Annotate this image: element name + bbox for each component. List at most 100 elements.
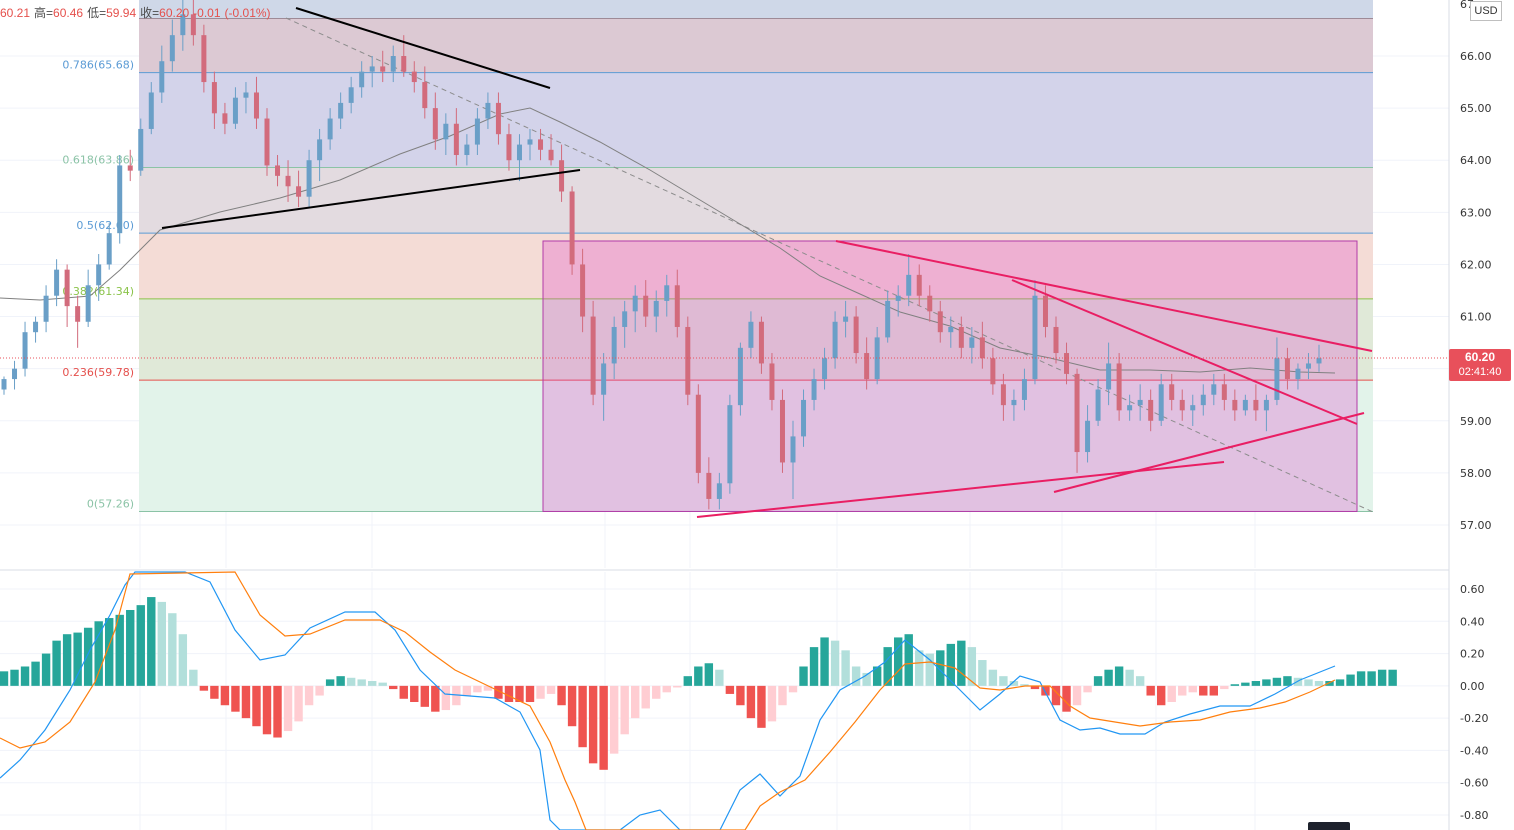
candle-body	[222, 113, 228, 124]
candle-body	[1011, 399, 1017, 406]
price-tick: 65.00	[1460, 102, 1492, 115]
candle-body	[422, 82, 428, 109]
candle-body	[643, 295, 649, 317]
fib-zone	[139, 72, 1373, 168]
candle-body	[411, 71, 417, 83]
macd-histogram-bar	[178, 634, 188, 686]
trendline-inner-pink	[1011, 279, 1358, 425]
candle-body	[243, 92, 249, 98]
macd-histogram-bar	[746, 685, 756, 719]
candle-body	[1, 379, 7, 390]
macd-histogram-bar	[694, 666, 703, 686]
candle-body	[1116, 363, 1122, 411]
macd-histogram-bar	[936, 650, 945, 686]
candle-body	[1253, 399, 1259, 411]
macd-histogram-bar	[725, 685, 735, 694]
candle-body	[1316, 358, 1322, 364]
macd-histogram-bar	[999, 676, 1008, 686]
macd-histogram-bar	[862, 672, 871, 686]
candle-body	[432, 108, 438, 140]
candle-body	[22, 332, 28, 369]
candle-body	[75, 306, 81, 322]
scroll-to-realtime-button[interactable]	[1308, 822, 1350, 830]
macd-histogram-bar	[20, 666, 30, 686]
candle-body	[895, 295, 901, 301]
macd-histogram-bar	[841, 650, 850, 686]
macd-histogram-bar	[967, 647, 977, 686]
candle-body	[1148, 399, 1154, 421]
candle-body	[327, 118, 333, 140]
fib-zone	[139, 380, 1373, 512]
macd-histogram-bar	[767, 685, 777, 722]
macd-histogram-bar	[515, 685, 524, 703]
candle-body	[1021, 379, 1027, 400]
signal-line	[0, 571, 1336, 830]
macd-histogram-bar	[1304, 679, 1313, 686]
macd-histogram-bar	[126, 609, 135, 686]
candle-body	[653, 300, 659, 317]
candle-body	[979, 337, 985, 359]
macd-histogram-bar	[946, 643, 955, 686]
close-value: 60.20	[159, 6, 190, 20]
macd-histogram-bar	[410, 685, 419, 703]
candle-body	[1200, 394, 1206, 406]
macd-histogram-bar	[220, 685, 230, 706]
macd-histogram-bar	[52, 640, 61, 686]
price-tick: 58.00	[1460, 467, 1492, 480]
currency-button[interactable]: USD	[1470, 1, 1502, 21]
macd-histogram-bar	[1167, 685, 1176, 703]
macd-histogram-bar	[41, 653, 51, 686]
candle-body	[832, 321, 838, 359]
candle-body	[769, 363, 775, 400]
change-value: -0.01	[193, 6, 221, 20]
candle-body	[54, 269, 60, 296]
low-value: 59.94	[106, 6, 137, 20]
candle-body	[1305, 363, 1311, 369]
candle-body	[148, 92, 154, 129]
macd-histogram-bar	[199, 685, 209, 691]
macd-histogram-bar	[62, 634, 72, 686]
fib-label: 0.236(59.78)	[62, 366, 134, 379]
macd-histogram-bar	[105, 618, 114, 686]
macd-histogram-bar	[904, 634, 913, 686]
candle-body	[1190, 405, 1196, 411]
candle-body	[180, 14, 186, 36]
macd-histogram-bar	[357, 679, 366, 686]
candle-body	[727, 405, 733, 484]
candle-body	[232, 97, 238, 124]
macd-histogram-bar	[1009, 681, 1019, 686]
candle-body	[64, 269, 70, 307]
fib-label: 0(57.26)	[87, 497, 134, 510]
candle-body	[443, 123, 449, 140]
macd-histogram-bar	[915, 650, 924, 686]
candle-body	[474, 118, 480, 145]
macd-tick: 0.60	[1460, 583, 1485, 596]
candle-body	[96, 264, 102, 286]
macd-histogram-bar	[147, 597, 156, 686]
macd-histogram-bar	[1335, 679, 1345, 686]
candle-body	[296, 186, 302, 197]
macd-histogram-bar	[294, 685, 303, 722]
macd-histogram-bar	[683, 676, 692, 686]
fib-zone	[139, 18, 1373, 73]
macd-histogram-bar	[757, 685, 766, 728]
close-label: 收=	[140, 6, 160, 20]
candle-body	[632, 295, 638, 312]
candle-body	[622, 311, 628, 327]
price-tick: 57.00	[1460, 519, 1492, 532]
macd-histogram-bar	[399, 685, 408, 699]
open-value: 60.21	[0, 6, 31, 20]
macd-histogram-bar	[252, 685, 261, 727]
candle-body	[1127, 405, 1133, 411]
candle-body	[1106, 363, 1112, 390]
macd-histogram-bar	[1030, 685, 1040, 690]
macd-histogram-bar	[1251, 681, 1261, 686]
candle-body	[453, 123, 459, 156]
macd-tick: -0.60	[1460, 777, 1488, 790]
macd-histogram-bar	[378, 682, 387, 686]
macd-histogram-bar	[662, 685, 671, 693]
candle-body	[401, 56, 407, 72]
candle-body	[1137, 399, 1143, 406]
